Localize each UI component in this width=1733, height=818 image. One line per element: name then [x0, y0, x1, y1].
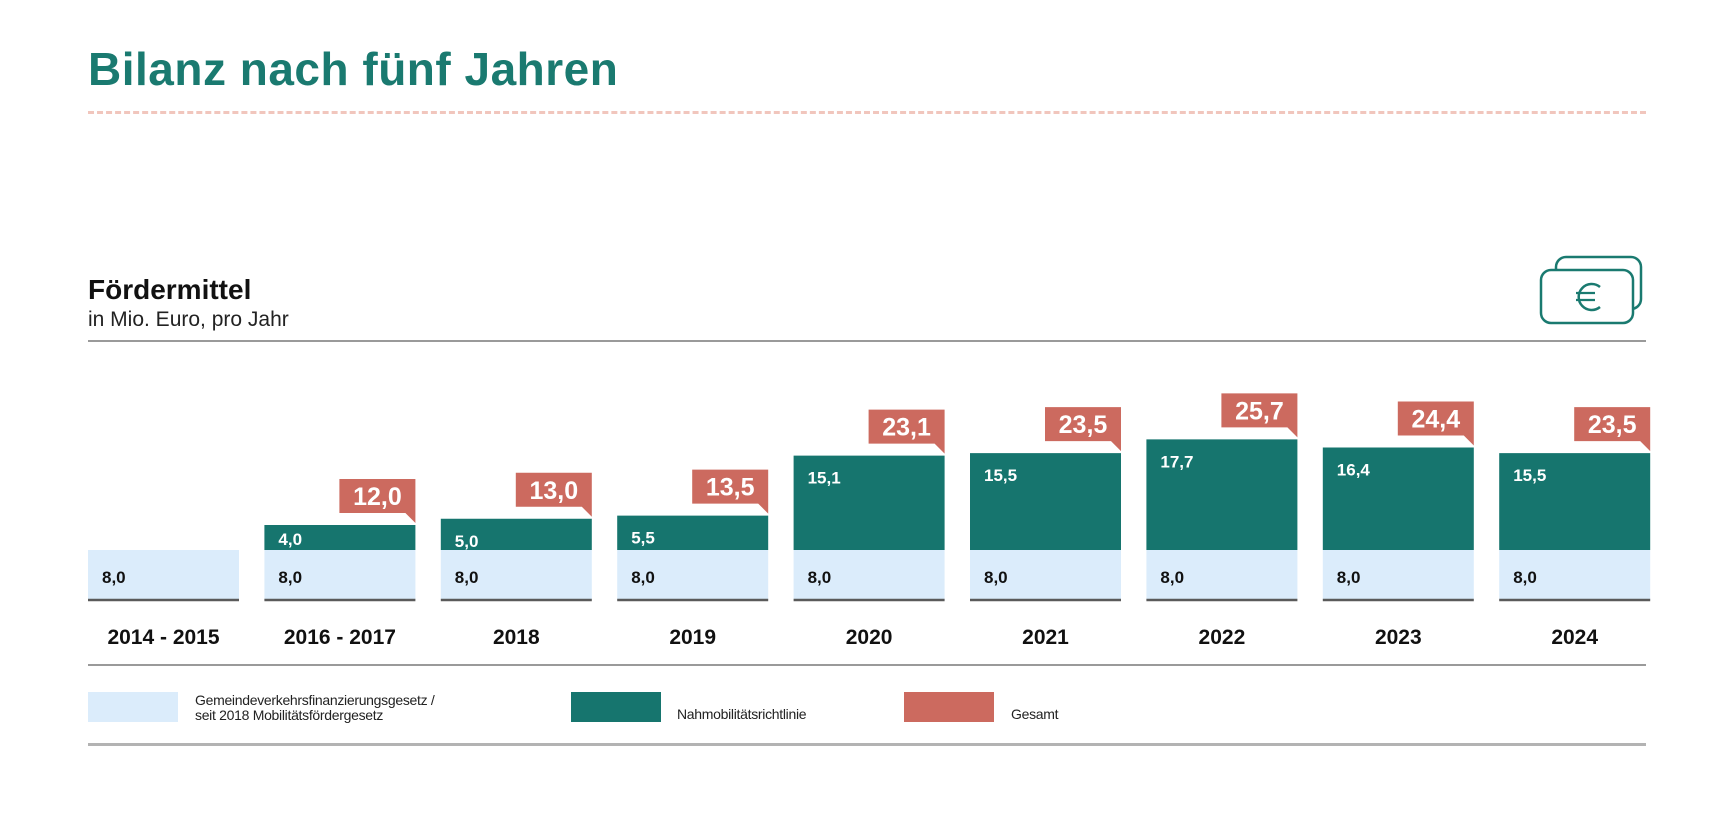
- bar-base: [1322, 550, 1474, 600]
- bar-base-label: 8,0: [631, 568, 655, 587]
- bar-base: [264, 550, 416, 600]
- bar-extra: [970, 453, 1121, 550]
- bar-base-label: 8,0: [1160, 568, 1184, 587]
- bar-extra: [793, 455, 945, 550]
- bar-extra: [440, 518, 592, 550]
- legend-top-rule: [88, 664, 1646, 666]
- bar-base: [793, 550, 945, 600]
- bar-base-label: 8,0: [1513, 568, 1537, 587]
- legend-swatch-gvfg: [88, 692, 178, 722]
- page-title: Bilanz nach fünf Jahren: [88, 43, 619, 95]
- bar-extra: [1322, 447, 1474, 550]
- bar-extra-label: 5,5: [631, 529, 655, 548]
- title-divider: [88, 111, 1646, 114]
- x-tick-label: 2022: [1199, 626, 1246, 649]
- bar-extra-label: 4,0: [278, 530, 302, 549]
- total-badge: [692, 469, 769, 514]
- bar-base-label: 8,0: [984, 568, 1008, 587]
- bar-extra: [617, 515, 769, 550]
- bar-extra-label: 5,0: [455, 532, 479, 551]
- x-tick-label: 2020: [846, 626, 893, 649]
- chart-bottom-rule: [88, 743, 1646, 746]
- total-badge: [1574, 407, 1651, 452]
- x-tick-label: 2016 - 2017: [284, 626, 396, 649]
- bar-extra: [1146, 439, 1298, 550]
- bar-base: [1499, 550, 1651, 600]
- total-badge-label: 23,5: [1588, 411, 1637, 439]
- bar-base: [617, 550, 769, 600]
- x-tick-label: 2019: [669, 626, 716, 649]
- bar-extra: [1499, 453, 1651, 550]
- total-badge: [339, 479, 416, 523]
- total-badge-label: 13,0: [529, 477, 578, 505]
- euro-banknotes-icon: [1539, 255, 1643, 325]
- total-badge-label: 24,4: [1411, 406, 1460, 434]
- legend-label-nahmobilitaet: Nahmobilitätsrichtlinie: [677, 706, 807, 722]
- x-tick-label: 2023: [1375, 626, 1422, 649]
- total-badge: [1221, 393, 1298, 438]
- legend-swatch-gesamt: [904, 692, 994, 722]
- x-tick-label: 2018: [493, 626, 540, 649]
- total-badge-label: 25,7: [1235, 397, 1284, 425]
- bar-extra-label: 15,1: [808, 469, 841, 488]
- x-tick-label: 2014 - 2015: [107, 626, 219, 649]
- bar-base: [88, 550, 239, 600]
- bar-base: [1146, 550, 1298, 600]
- legend-swatch-nahmobilitaet: [571, 692, 661, 722]
- total-badge: [868, 409, 945, 454]
- x-tick-label: 2024: [1551, 626, 1598, 649]
- legend-label-gvfg: Gemeindeverkehrsfinanzierungsgesetz / se…: [195, 692, 435, 723]
- bar-extra-label: 16,4: [1337, 461, 1371, 480]
- chart-title: Fördermittel: [88, 274, 252, 305]
- bar-base: [970, 550, 1121, 600]
- bar-base-label: 8,0: [102, 568, 126, 587]
- total-badge-label: 23,1: [882, 414, 931, 442]
- legend-label-gesamt: Gesamt: [1011, 706, 1059, 722]
- total-badge-label: 13,5: [706, 474, 755, 502]
- total-badge-label: 12,0: [353, 483, 402, 511]
- bar-extra-label: 15,5: [984, 466, 1017, 485]
- total-badge: [1397, 401, 1474, 446]
- bar-base-label: 8,0: [808, 568, 832, 587]
- bar-extra-label: 17,7: [1160, 452, 1193, 471]
- bar-extra-label: 15,5: [1513, 466, 1546, 485]
- bar-base-label: 8,0: [455, 568, 479, 587]
- bar-base-label: 8,0: [278, 568, 302, 587]
- total-badge: [515, 472, 592, 517]
- bar-extra: [264, 525, 416, 550]
- chart-top-rule: [88, 340, 1646, 342]
- chart-subtitle: in Mio. Euro, pro Jahr: [88, 308, 289, 331]
- total-badge-label: 23,5: [1059, 411, 1108, 439]
- total-badge: [1045, 407, 1121, 452]
- bar-base: [440, 550, 592, 600]
- bar-base-label: 8,0: [1337, 568, 1361, 587]
- x-tick-label: 2021: [1022, 626, 1069, 649]
